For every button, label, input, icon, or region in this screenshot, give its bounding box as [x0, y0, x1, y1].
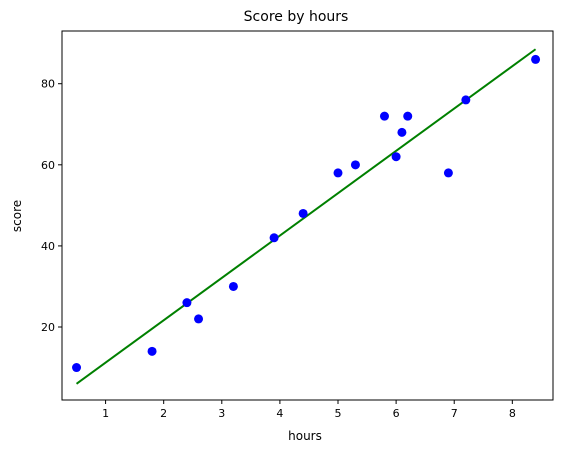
scatter-point: [403, 111, 413, 121]
scatter-point: [147, 346, 157, 356]
scatter-point: [461, 95, 471, 105]
scatter-point: [333, 168, 343, 178]
x-tick-label: 4: [276, 407, 283, 420]
y-axis-label: score: [10, 200, 24, 232]
chart-title: Score by hours: [244, 9, 349, 25]
y-tick-label: 20: [41, 321, 55, 334]
y-tick-label: 40: [41, 240, 55, 253]
scatter-point: [350, 160, 360, 170]
x-tick-label: 6: [393, 407, 400, 420]
x-tick-label: 3: [218, 407, 225, 420]
scatter-point: [182, 298, 192, 308]
scatter-point: [228, 281, 238, 291]
scatter-point: [443, 168, 453, 178]
scatter-point: [298, 208, 308, 218]
x-tick-label: 8: [509, 407, 516, 420]
data-points: [72, 54, 541, 373]
y-axis: 20 40 60 80: [41, 78, 62, 334]
x-axis-label: hours: [288, 429, 322, 443]
x-tick-label: 1: [102, 407, 109, 420]
plot-frame: [61, 30, 554, 401]
scatter-point: [397, 127, 407, 137]
scatter-point: [269, 233, 279, 243]
scatter-point: [531, 54, 541, 64]
x-tick-label: 7: [451, 407, 458, 420]
x-tick-label: 2: [160, 407, 167, 420]
y-tick-label: 80: [41, 78, 55, 91]
scatter-point: [194, 314, 204, 324]
x-axis: 1 2 3 4 5 6 7 8: [102, 400, 516, 420]
y-tick-label: 60: [41, 159, 55, 172]
scatter-point: [391, 152, 401, 162]
scatter-point: [379, 111, 389, 121]
scatter-point: [72, 363, 82, 373]
x-tick-label: 5: [335, 407, 342, 420]
